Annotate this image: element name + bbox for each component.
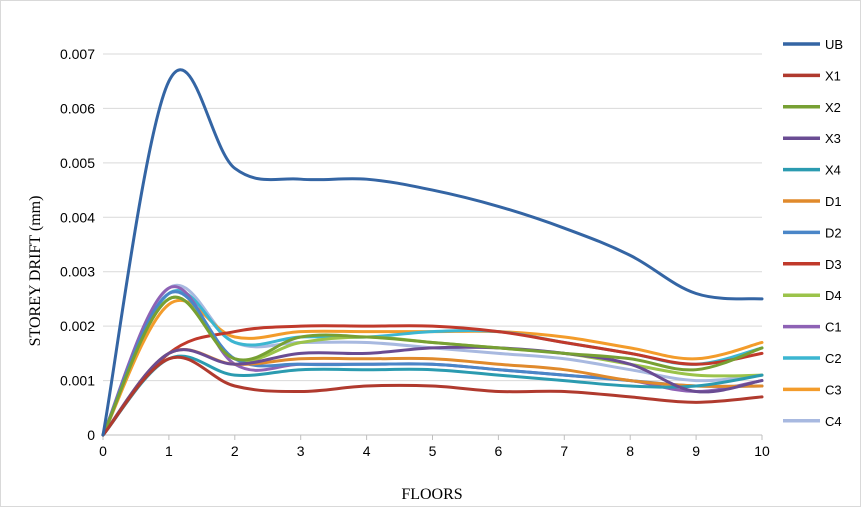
legend-label-x1: X1: [825, 68, 841, 83]
x-tick-label: 6: [495, 443, 503, 459]
legend-label-c1: C1: [825, 320, 842, 335]
legend-label-c4: C4: [825, 414, 842, 429]
series-line-ub: [101, 68, 764, 437]
legend-label-c2: C2: [825, 351, 842, 366]
x-tick-label: 9: [692, 443, 700, 459]
y-tick-label: 0.006: [60, 100, 95, 116]
x-tick-label: 3: [297, 443, 305, 459]
legend-label-x4: X4: [825, 163, 841, 178]
x-tick-label: 5: [429, 443, 437, 459]
x-tick-label: 7: [560, 443, 568, 459]
x-tick-label: 8: [626, 443, 634, 459]
x-axis-title: FLOORS: [401, 486, 462, 503]
x-tick-label: 2: [231, 443, 239, 459]
y-tick-label: 0: [87, 427, 95, 443]
series-line-x1: [101, 355, 764, 437]
legend: UB X1 X2 X3 X4 D1 D2 D3 D4 C1 C2 C3 C4: [783, 37, 843, 429]
series-line-x3: [101, 345, 764, 437]
y-tick-label: 0.003: [60, 264, 95, 280]
series-line-x4: [101, 354, 764, 437]
x-tick-label: 0: [99, 443, 107, 459]
grid-layer: [103, 53, 762, 382]
legend-label-x3: X3: [825, 131, 841, 146]
series-layer: [101, 68, 764, 437]
legend-label-x2: X2: [825, 100, 841, 115]
x-tick-label: 10: [754, 443, 770, 459]
legend-label-ub: UB: [825, 37, 843, 52]
y-axis-title: STOREY DRIFT (mm): [27, 196, 44, 347]
series-line-c4: [101, 283, 764, 437]
legend-label-c3: C3: [825, 382, 842, 397]
legend-label-d3: D3: [825, 257, 842, 272]
x-tick-label: 1: [165, 443, 173, 459]
x-tick-label: 4: [363, 443, 371, 459]
legend-label-d1: D1: [825, 194, 842, 209]
y-tick-label: 0.007: [60, 46, 95, 62]
y-tick-label: 0.002: [60, 318, 95, 334]
axes-layer: 0 0.001 0.002 0.003 0.004 0.005 0.006 0.007 0 1 2 3…: [60, 46, 770, 459]
y-tick-label: 0.001: [60, 373, 95, 389]
y-tick-label: 0.004: [60, 209, 95, 225]
legend-label-d4: D4: [825, 288, 842, 303]
legend-label-d2: D2: [825, 225, 842, 240]
series-line-d3: [101, 324, 764, 437]
series-line-x2: [101, 295, 764, 437]
y-tick-label: 0.005: [60, 155, 95, 171]
